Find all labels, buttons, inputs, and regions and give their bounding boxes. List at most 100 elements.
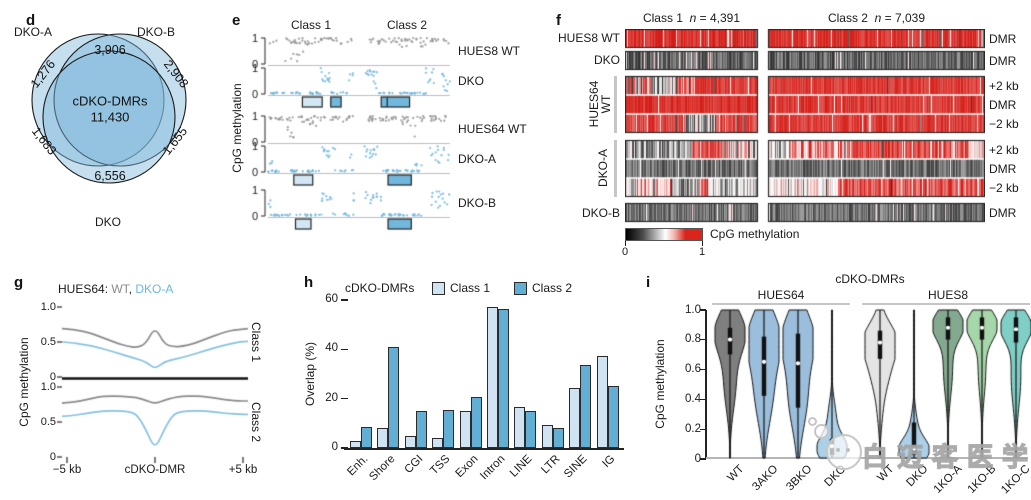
f-header-class2-label: Class 2 bbox=[827, 11, 868, 25]
h-bar-class2-Exon bbox=[470, 397, 482, 448]
f-group-bracket-dko-a bbox=[614, 140, 617, 197]
i-violin-chart bbox=[700, 300, 1031, 465]
i-ytick-label: 0.6 bbox=[685, 363, 701, 376]
h-ytick bbox=[341, 348, 348, 351]
h-bar-class2-Enh. bbox=[361, 427, 372, 448]
f-header-class1-n: n bbox=[689, 11, 697, 25]
g-title-part: DKO-A bbox=[135, 282, 174, 296]
i-ytick-label: 0.2 bbox=[685, 422, 701, 435]
i-group-label-hues64: HUES64 bbox=[757, 288, 805, 302]
i-ytick bbox=[700, 368, 706, 371]
f-left-label-hues8wt: HUES8 WT bbox=[557, 31, 620, 45]
watermark-icon-eye-right bbox=[846, 448, 850, 452]
g-ytick-label: 1.0 bbox=[40, 300, 56, 313]
g-title-part: HUES64: bbox=[58, 282, 112, 296]
h-bar-class2-CGI bbox=[415, 411, 427, 448]
venn-center-value: 11,430 bbox=[90, 109, 130, 125]
i-xtick-label: WT bbox=[725, 463, 747, 485]
venn-circle-dko bbox=[42, 50, 176, 184]
h-bar-class1-LINE bbox=[514, 407, 526, 448]
f-colorbar-tick1-label: 1 bbox=[698, 246, 706, 258]
f-colorbar bbox=[625, 228, 703, 241]
watermark-icon-eye-left bbox=[836, 448, 840, 452]
h-bar-class2-TSS bbox=[443, 409, 455, 448]
i-ytick-label: 0.8 bbox=[685, 333, 701, 346]
panel-letter-d: d bbox=[26, 12, 36, 29]
panel-letter-g: g bbox=[14, 274, 24, 291]
h-bar-class1-SINE bbox=[569, 387, 581, 448]
f-right-label: −2 kb bbox=[989, 116, 1019, 131]
f-colorbar-tick0 bbox=[625, 241, 626, 246]
f-right-label: DMR bbox=[989, 205, 1017, 220]
h-bar-class1-IG bbox=[596, 355, 608, 448]
h-bar-class2-LTR bbox=[552, 428, 564, 448]
f-heatmap bbox=[625, 29, 985, 223]
venn-diagram bbox=[31, 33, 187, 184]
f-header-class2-n: n bbox=[874, 11, 882, 25]
g-ytick-label: 0 bbox=[49, 370, 56, 383]
h-bar-class2-Intron bbox=[498, 308, 509, 448]
watermark-icon bbox=[826, 434, 862, 470]
h-bar-class2-Shore bbox=[388, 346, 400, 448]
f-right-label: DMR bbox=[989, 161, 1017, 176]
f-colorbar-tick0-label: 0 bbox=[621, 246, 629, 258]
venn-count-top: 3,906 bbox=[94, 43, 126, 57]
h-bar-class1-CGI bbox=[404, 436, 416, 448]
watermark-text: 白迈客医学 bbox=[861, 441, 1031, 472]
h-bar-class1-Enh. bbox=[350, 440, 361, 448]
h-bar-class1-LTR bbox=[541, 424, 553, 448]
f-right-label: DMR bbox=[989, 97, 1017, 112]
h-ytick-label: 60 bbox=[325, 293, 338, 305]
f-left-label-hues64wt: HUES64 WT bbox=[587, 80, 613, 128]
f-group-bracket-hues64 bbox=[614, 76, 617, 133]
e-scatter-tracks bbox=[228, 14, 478, 244]
h-bar-class1-Shore bbox=[377, 428, 389, 448]
g-title: HUES64: WT, DKO-A bbox=[58, 282, 173, 296]
f-colorbar-label: CpG methylation bbox=[710, 227, 800, 241]
i-group-label-hues8: HUES8 bbox=[927, 288, 968, 302]
g-ytick-label: 0 bbox=[49, 450, 56, 463]
h-legend-swatch-class2 bbox=[514, 282, 527, 295]
h-legend-swatch-class1 bbox=[432, 282, 445, 295]
f-right-label: +2 kb bbox=[989, 78, 1019, 93]
f-header-class1-count: = 4,391 bbox=[696, 11, 741, 25]
g-ytick-label: 0.5 bbox=[40, 335, 56, 348]
g-title-part: WT bbox=[111, 282, 129, 296]
h-bar-class1-Intron bbox=[487, 307, 498, 448]
i-ytick-label: 0.4 bbox=[685, 392, 701, 405]
h-ytick-label: 40 bbox=[325, 342, 338, 355]
panel-letter-i: i bbox=[646, 274, 651, 291]
f-left-label-dko-b: DKO-B bbox=[581, 206, 620, 220]
h-title: cDKO-DMRs bbox=[345, 281, 415, 295]
e-track-label-hues8wt: HUES8 WT bbox=[458, 44, 521, 58]
f-left-label-dko-a: DKO-A bbox=[596, 148, 610, 188]
e-track-label-dko: DKO bbox=[458, 74, 485, 88]
i-ytick bbox=[700, 398, 706, 401]
watermark-icon-bubble-small bbox=[808, 417, 817, 426]
h-ytick bbox=[341, 447, 348, 449]
i-ytick-label: 1.0 bbox=[685, 303, 701, 316]
g-title-part: , bbox=[128, 282, 136, 296]
panel-letter-f: f bbox=[556, 12, 561, 29]
venn-circle-dko-a bbox=[31, 33, 165, 167]
f-right-label: DMR bbox=[989, 53, 1017, 68]
venn-set-label-dko: DKO bbox=[95, 215, 122, 229]
venn-count-bottom: 6,556 bbox=[94, 169, 126, 183]
f-right-label: DMR bbox=[989, 31, 1017, 46]
f-header-class2: Class 2 n = 7,039 bbox=[768, 11, 985, 25]
e-track-label-hues64wt: HUES64 WT bbox=[458, 122, 527, 136]
h-bar-class2-LINE bbox=[525, 410, 537, 448]
f-right-label: +2 kb bbox=[989, 142, 1019, 157]
venn-set-label-dko-a: DKO-A bbox=[14, 25, 53, 39]
h-ytick bbox=[341, 398, 348, 400]
f-header-class1: Class 1 n = 4,391 bbox=[625, 11, 758, 25]
h-ytick bbox=[341, 299, 348, 301]
venn-set-label-dko-b: DKO-B bbox=[137, 25, 176, 39]
g-right-label-class1: Class 1 bbox=[249, 321, 263, 363]
h-legend-label-class2: Class 2 bbox=[532, 281, 573, 295]
i-title: cDKO-DMRs bbox=[835, 272, 905, 286]
h-ytick-label: 0 bbox=[331, 441, 338, 453]
f-header-class2-count: = 7,039 bbox=[881, 11, 926, 25]
h-legend-label-class1: Class 1 bbox=[450, 281, 491, 295]
